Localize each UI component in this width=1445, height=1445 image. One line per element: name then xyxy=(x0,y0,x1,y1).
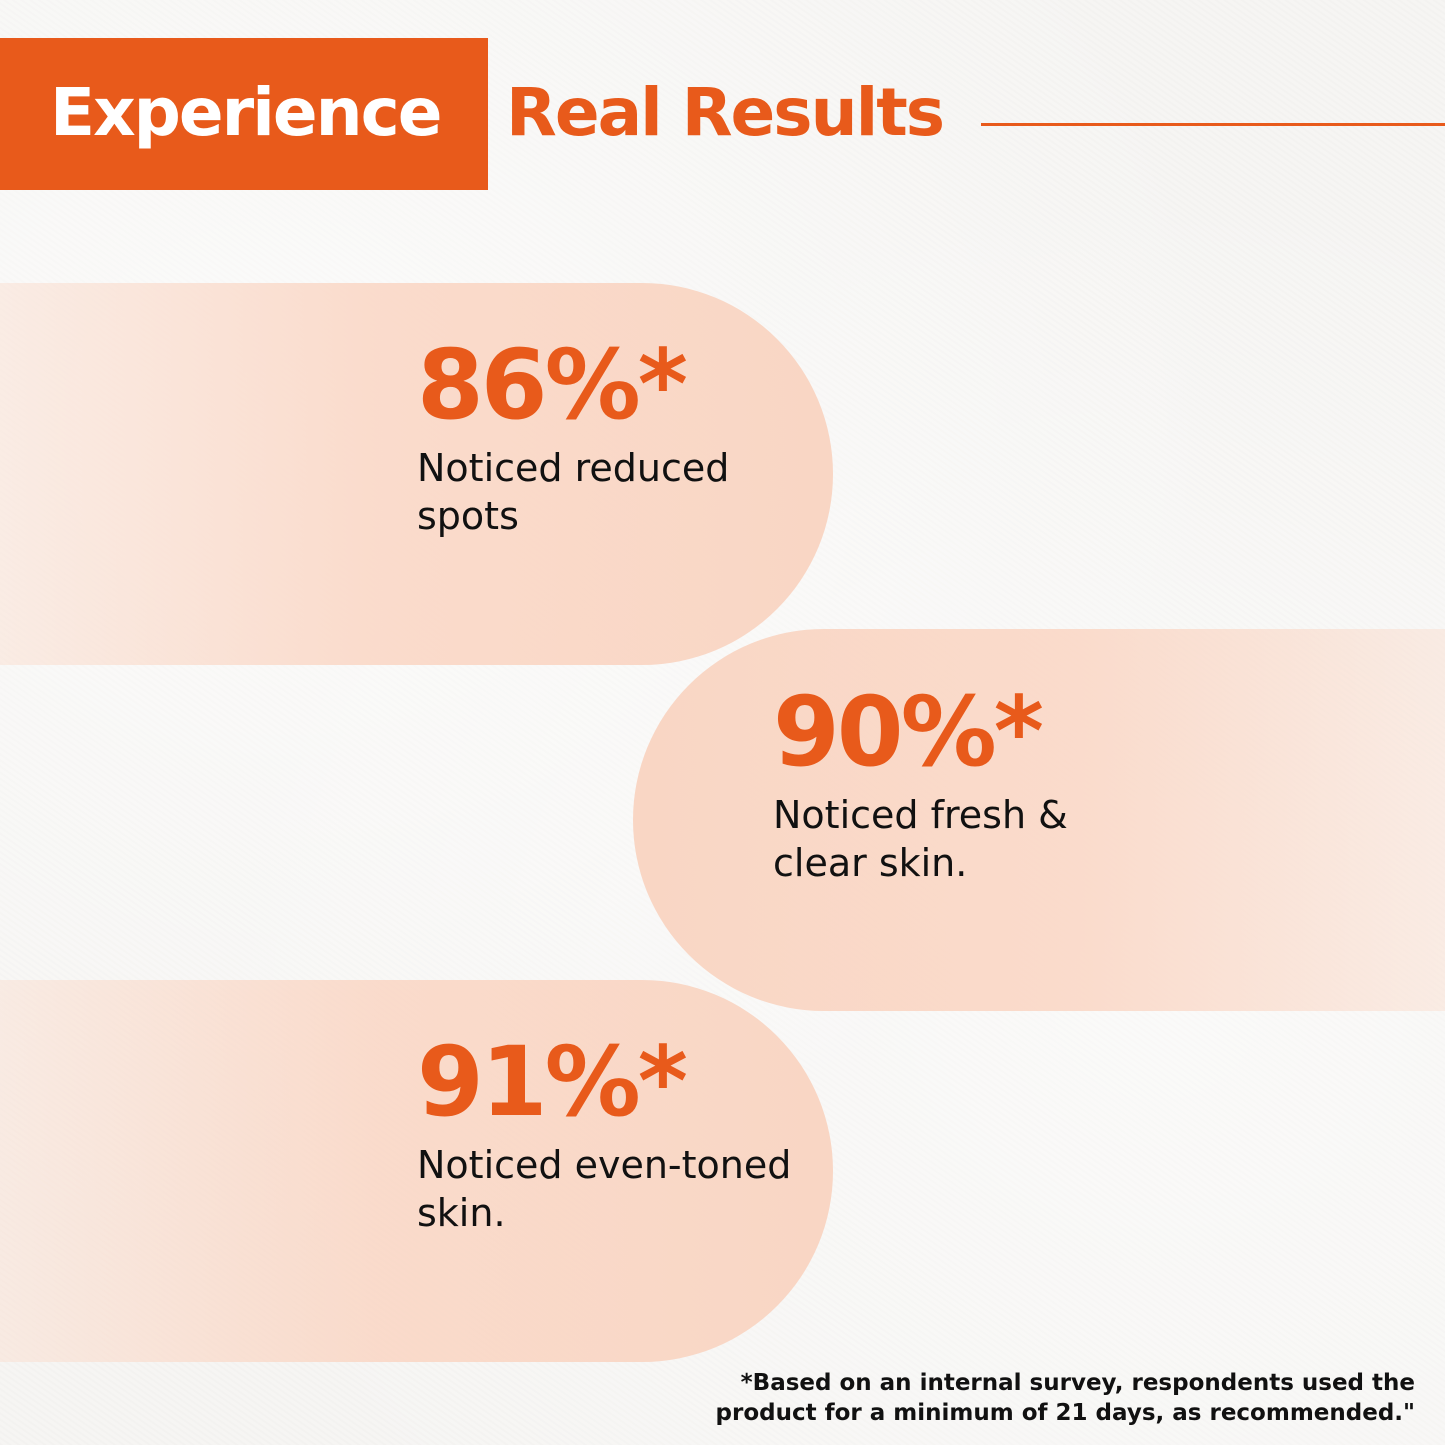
stat-card-1-background xyxy=(0,283,833,665)
header-divider-line xyxy=(981,123,1445,126)
stat-card-2: 90%* Noticed fresh & clear skin. xyxy=(773,677,1173,887)
stat-value: 86%* xyxy=(417,329,688,441)
stat-card-1: 86%* Noticed reduced spots xyxy=(417,330,817,540)
stat-value: 90%* xyxy=(773,676,1044,788)
header-highlight-text: Experience xyxy=(50,74,442,151)
stat-label: Noticed reduced spots xyxy=(417,446,730,538)
header-highlight-box xyxy=(0,38,488,190)
header: Experience Real Results xyxy=(0,38,1445,190)
stat-card-2-background xyxy=(633,629,1445,1011)
stat-label: Noticed fresh & clear skin. xyxy=(773,793,1068,885)
header-title-text: Real Results xyxy=(506,74,945,151)
stat-label: Noticed even-toned skin. xyxy=(417,1143,792,1235)
stat-value: 91%* xyxy=(417,1026,688,1138)
survey-footnote: *Based on an internal survey, respondent… xyxy=(715,1370,1415,1426)
stat-card-3: 91%* Noticed even-toned skin. xyxy=(417,1027,817,1237)
stat-card-3-background xyxy=(0,980,833,1362)
